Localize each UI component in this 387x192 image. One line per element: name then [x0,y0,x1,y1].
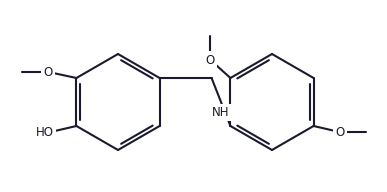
Text: O: O [206,54,215,66]
Text: NH: NH [212,106,230,119]
Text: O: O [335,126,344,138]
Text: HO: HO [36,126,53,138]
Text: O: O [44,65,53,79]
